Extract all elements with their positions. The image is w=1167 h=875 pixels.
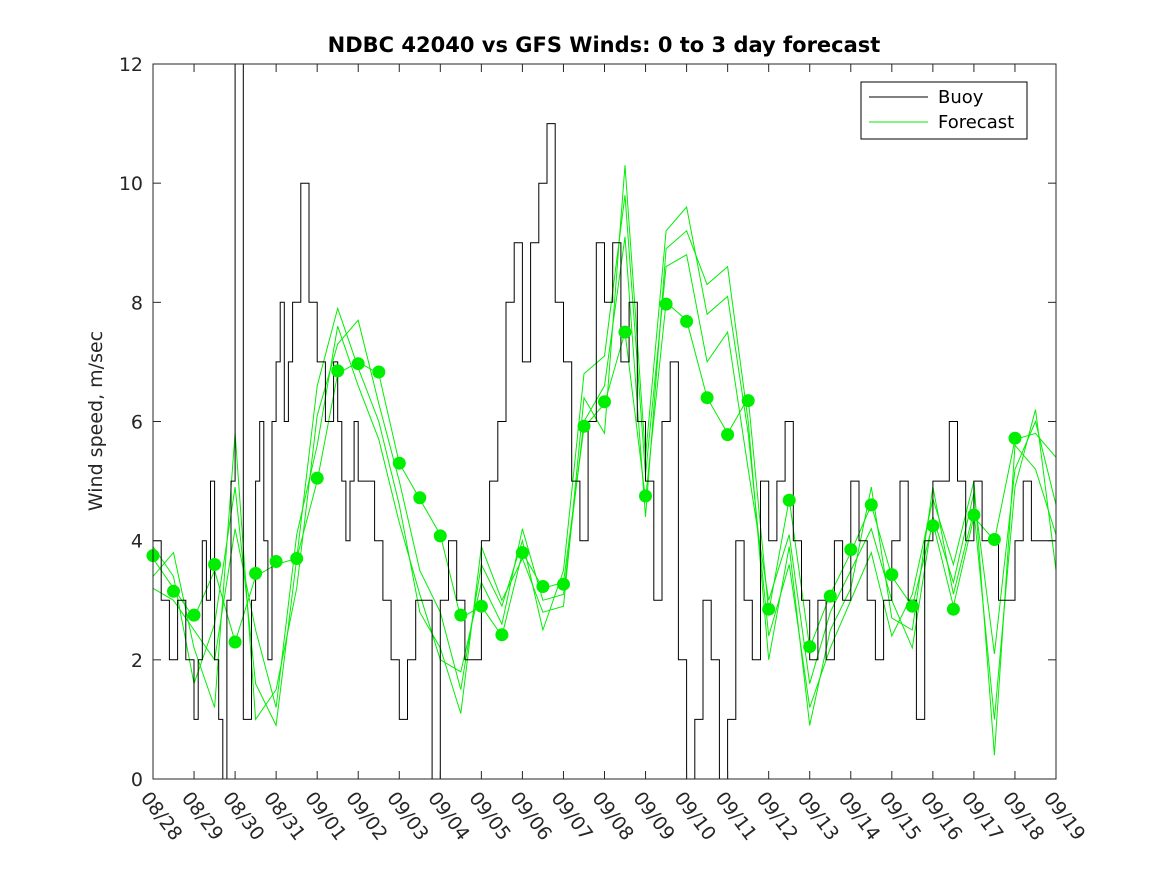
y-tick-label-0: 0 [131,769,143,791]
forecast-marker-7 [269,555,283,568]
forecast-marker-35 [844,543,858,557]
forecast-marker-31 [762,602,776,616]
forecast-marker-12 [372,365,386,379]
forecast-marker-22 [577,419,591,433]
y-tick-label-10: 10 [119,173,143,195]
forecast-marker-34 [823,589,837,603]
forecast-marker-29 [721,428,735,442]
forecast-marker-14 [413,491,427,505]
legend-forecast-label: Forecast [938,112,1014,133]
y-axis-label: Wind speed, m/sec [85,331,107,511]
forecast-marker-36 [864,498,878,512]
forecast-marker-15 [433,529,447,543]
chart-title: NDBC 42040 vs GFS Winds: 0 to 3 day fore… [328,33,881,57]
buoy-line [153,63,1056,780]
plot-area: 02468101208/2808/2908/3008/3109/0109/020… [119,54,1090,845]
forecast-marker-21 [557,577,570,591]
forecast-marker-39 [926,519,940,533]
forecast-marker-16 [454,608,468,622]
forecast-marker-37 [885,568,899,582]
forecast-marker-6 [249,566,263,580]
forecast-marker-24 [618,325,632,339]
forecast-marker-10 [331,364,345,378]
legend: Buoy Forecast [860,81,1028,140]
forecast-marker-43 [1008,431,1022,445]
forecast-line-2 [152,195,1057,721]
forecast-marker-18 [495,628,509,642]
forecast-line-4 [152,229,1057,726]
forecast-marker-2 [167,584,180,598]
y-tick-label-2: 2 [131,650,143,672]
forecast-marker-19 [515,546,529,560]
forecast-marker-33 [803,640,817,654]
forecast-marker-42 [987,533,1001,546]
forecast-marker-11 [351,357,365,371]
forecast-marker-26 [659,297,673,311]
forecast-marker-40 [946,602,960,616]
forecast-marker-13 [392,456,406,470]
forecast-marker-4 [208,558,222,571]
forecast-marker-30 [741,394,755,408]
forecast-marker-38 [905,599,919,613]
forecast-marker-32 [782,493,796,507]
forecast-marker-25 [639,489,652,503]
y-tick-label-6: 6 [131,412,143,434]
forecast-line-3 [152,165,1057,756]
forecast-marker-28 [700,391,714,405]
legend-buoy-label: Buoy [938,87,984,108]
legend-box [860,81,1028,140]
forecast-marker-9 [310,471,324,485]
forecast-marker-3 [187,608,201,622]
forecast-marker-8 [290,552,304,565]
forecast-marker-17 [474,599,488,613]
forecast-marker-5 [228,635,242,649]
y-tick-label-8: 8 [131,292,143,314]
y-tick-label-12: 12 [119,54,143,76]
forecast-marker-23 [598,395,611,409]
forecast-marker-27 [680,314,694,328]
forecast-marker-41 [967,508,981,522]
y-tick-label-4: 4 [131,531,143,553]
forecast-marker-20 [536,580,550,593]
